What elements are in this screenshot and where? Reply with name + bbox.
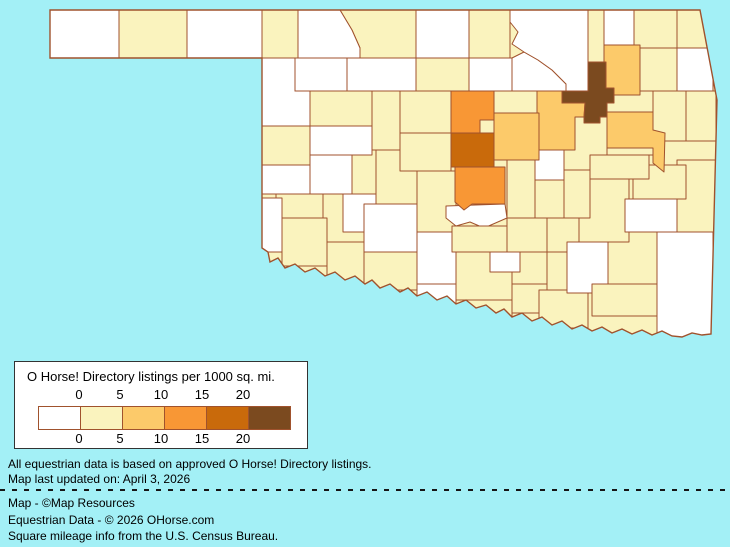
county-shape-13 xyxy=(587,10,605,63)
county-shape-22 xyxy=(294,57,348,92)
county-shape-18 xyxy=(676,47,714,92)
footnote-last-updated: Map last updated on: April 3, 2026 xyxy=(8,472,191,486)
county-shape-44 xyxy=(451,225,508,253)
legend-box: O Horse! Directory listings per 1000 sq.… xyxy=(14,361,308,449)
legend-title: O Horse! Directory listings per 1000 sq.… xyxy=(27,369,275,384)
county-shape-72 xyxy=(493,112,540,161)
county-shape-7 xyxy=(415,10,470,59)
county-shape-58 xyxy=(624,198,678,233)
footnote-data-source: All equestrian data is based on approved… xyxy=(8,457,372,471)
legend-tick: 5 xyxy=(116,387,124,402)
legend-tick: 15 xyxy=(194,387,210,402)
county-shape-9 xyxy=(415,57,470,92)
county-shape-4 xyxy=(261,10,299,59)
county-shape-51 xyxy=(506,217,548,253)
credit-square-mileage: Square mileage info from the U.S. Census… xyxy=(8,529,279,543)
county-shape-66 xyxy=(534,179,565,219)
state-outline xyxy=(49,9,718,338)
county-shape-8 xyxy=(468,10,511,59)
legend-swatch-2 xyxy=(80,406,123,430)
county-shape-65 xyxy=(506,159,536,219)
county-shape-15 xyxy=(633,10,678,49)
county-shape-47 xyxy=(489,251,521,273)
legend-tick: 10 xyxy=(153,387,169,402)
county-shape-70 xyxy=(606,111,666,173)
county-shape-29 xyxy=(261,125,311,166)
county-shape-55 xyxy=(591,283,658,317)
county-shape-56 xyxy=(656,231,714,337)
legend-swatch-6 xyxy=(248,406,291,430)
legend-swatch-3 xyxy=(122,406,165,430)
legend-tick: 5 xyxy=(116,431,124,446)
county-shapes xyxy=(50,10,717,337)
county-shape-23 xyxy=(346,57,417,92)
county-shape-75 xyxy=(454,166,506,211)
legend-ticks-bottom: 0 5 10 15 20 xyxy=(15,431,307,447)
county-shape-41 xyxy=(416,231,457,285)
legend-color-ramp xyxy=(38,406,291,430)
county-shape-77 xyxy=(561,61,615,124)
county-shape-40 xyxy=(416,170,457,233)
county-shape-16 xyxy=(676,10,717,49)
county-shape-10 xyxy=(468,57,513,92)
county-shape-26 xyxy=(399,90,452,134)
county-shape-1 xyxy=(118,10,188,59)
county-shape-28 xyxy=(309,154,353,195)
oklahoma-county-map xyxy=(49,9,718,338)
legend-swatch-4 xyxy=(164,406,207,430)
county-shape-30 xyxy=(261,164,311,195)
legend-tick: 20 xyxy=(235,387,251,402)
county-shape-73 xyxy=(603,44,641,96)
legend-swatch-5 xyxy=(206,406,249,430)
legend-swatch-1 xyxy=(38,406,81,430)
county-shape-36 xyxy=(363,203,418,253)
county-shape-20 xyxy=(685,90,717,142)
legend-tick: 10 xyxy=(153,431,169,446)
county-shape-27 xyxy=(309,125,373,156)
legend-tick: 20 xyxy=(235,431,251,446)
county-shape-62 xyxy=(493,90,541,114)
legend-tick: 15 xyxy=(194,431,210,446)
county-shape-67 xyxy=(563,169,591,219)
dashed-separator xyxy=(0,489,730,491)
legend-tick: 0 xyxy=(75,431,83,446)
county-shape-76 xyxy=(450,132,495,168)
county-shape-69 xyxy=(589,154,650,180)
credit-equestrian-data: Equestrian Data - © 2026 OHorse.com xyxy=(8,513,215,527)
credit-map: Map - ©Map Resources xyxy=(8,496,135,510)
county-shape-3 xyxy=(186,10,263,59)
county-shape-37 xyxy=(326,241,365,291)
county-shape-48 xyxy=(455,299,513,329)
county-shape-25 xyxy=(371,90,401,151)
county-shape-39 xyxy=(399,132,452,172)
county-shape-33 xyxy=(281,217,328,267)
county-shape-32 xyxy=(261,197,283,253)
choropleth-svg xyxy=(49,9,718,338)
county-shape-43 xyxy=(445,203,508,229)
county-shape-2 xyxy=(50,10,120,59)
legend-ticks-top: 0 5 10 15 20 xyxy=(15,387,307,403)
county-shape-24 xyxy=(309,90,373,127)
legend-tick: 0 xyxy=(75,387,83,402)
